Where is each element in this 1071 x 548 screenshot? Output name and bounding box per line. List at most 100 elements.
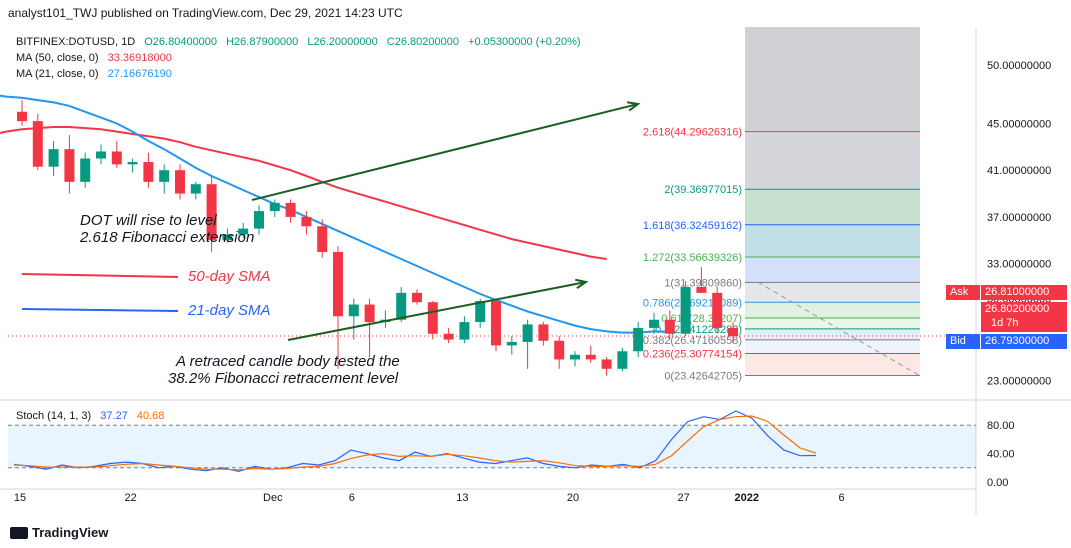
stoch-d-value: 40.68 — [136, 410, 165, 422]
fib-zone — [745, 257, 920, 283]
price-axis-label: 33.00000000 — [987, 259, 1051, 271]
annotation-arrow-retrace — [287, 281, 587, 341]
fib-level-label: 1.618(36.32459162) — [643, 220, 742, 232]
ma50-line — [0, 126, 607, 260]
ma50-legend: MA (50, close, 0) 33.36918000 — [16, 52, 178, 64]
stoch-d-line — [13, 415, 817, 471]
stoch-axis-label: 80.00 — [987, 420, 1015, 432]
fib-zone — [745, 328, 920, 340]
fib-level-label: 0(23.42642705) — [664, 370, 742, 382]
symbol-name: BITFINEX:DOTUSD, 1D — [16, 36, 136, 48]
candle-body — [712, 292, 723, 328]
annotation-sma21: 21-day SMA — [188, 302, 271, 319]
bid-label: Bid — [946, 334, 980, 349]
ma21-line — [0, 94, 670, 334]
bid-price-tag: 26.79300000 — [981, 334, 1067, 349]
annotation-arrow-up — [251, 103, 639, 201]
candle-body — [348, 304, 359, 317]
candle-body — [238, 228, 249, 235]
fib-level-label: 0.786(29.69216089) — [643, 297, 742, 309]
open-value: O26.80400000 — [144, 36, 218, 48]
ask-label: Ask — [946, 285, 980, 300]
last-price-countdown: 1d 7h — [991, 317, 1019, 329]
candle-body — [285, 202, 296, 217]
stoch-band — [8, 425, 976, 468]
candle-body — [412, 292, 422, 303]
ma50-value: 33.36918000 — [107, 52, 172, 64]
candle-body — [364, 304, 375, 323]
candle-body — [680, 287, 691, 334]
publish-header: analyst101_TWJ published on TradingView.… — [8, 6, 403, 20]
time-axis-label: Dec — [263, 492, 283, 504]
fib-level-label: 1(31.39809860) — [664, 277, 742, 289]
price-axis-label: 37.00000000 — [987, 212, 1051, 224]
symbol-legend: BITFINEX:DOTUSD, 1D O26.80400000 H26.879… — [16, 36, 587, 48]
time-axis-label: 6 — [349, 492, 355, 504]
annotation-rise-line1: DOT will rise to level — [80, 212, 217, 229]
ask-price-tag: 26.81000000 — [981, 285, 1067, 300]
candle-body — [96, 151, 106, 159]
fib-trend-line — [757, 281, 921, 377]
time-axis-label: 2022 — [735, 492, 759, 504]
candle-body — [254, 211, 264, 229]
price-axis-label: 45.00000000 — [987, 118, 1051, 130]
fib-zone — [745, 317, 920, 329]
candle-body — [491, 301, 501, 346]
candle-body — [111, 151, 122, 165]
last-price-value: 26.80200000 — [985, 303, 1050, 315]
tv-logo-text: TradingView — [32, 525, 109, 540]
stoch-legend: Stoch (14, 1, 3) 37.27 40.68 — [16, 410, 170, 422]
candle-body — [728, 327, 738, 337]
ma50-label: MA (50, close, 0) — [16, 52, 99, 64]
candle-body — [190, 184, 201, 194]
candle-body — [459, 322, 470, 340]
candle-body — [396, 292, 407, 320]
candle-body — [143, 162, 154, 182]
change-value: +0.05300000 (+0.20%) — [468, 36, 581, 48]
candle-body — [649, 319, 659, 328]
candle-body — [159, 170, 170, 182]
fib-level-label: 0.236(25.30774154) — [643, 349, 742, 361]
time-axis-label: 6 — [839, 492, 845, 504]
candle-body — [48, 149, 59, 167]
sma50-legend-line — [21, 273, 179, 278]
tradingview-logo[interactable]: TradingView — [10, 525, 108, 540]
candle-body — [222, 234, 233, 241]
candle-body — [127, 162, 138, 165]
fib-level-label: 2.618(44.29626316) — [643, 127, 742, 139]
candle-body — [301, 216, 312, 227]
fib-zone — [745, 339, 920, 354]
annotation-arrow-retrace-head — [575, 278, 589, 289]
fib-level-label: 2(39.36977015) — [664, 184, 742, 196]
price-axis-label: 50.00000000 — [987, 60, 1051, 72]
candle-body — [554, 340, 565, 360]
candle-body — [17, 111, 27, 122]
time-axis-label: 15 — [14, 492, 26, 504]
candle-body — [522, 324, 533, 342]
stoch-label: Stoch (14, 1, 3) — [16, 410, 92, 422]
stoch-axis-label: 0.00 — [987, 477, 1008, 489]
candle-body — [206, 184, 217, 241]
close-value: C26.80200000 — [386, 36, 459, 48]
time-axis-label: 27 — [677, 492, 689, 504]
annotation-arrow-up-head — [626, 101, 641, 112]
candle-body — [585, 354, 596, 360]
fib-zone — [745, 189, 920, 225]
sma21-legend-line — [21, 308, 179, 312]
fib-zone — [745, 224, 920, 258]
price-axis-label: 23.00000000 — [987, 375, 1051, 387]
fib-level-label: 1.272(33.56639326) — [643, 252, 742, 264]
annotation-retrace-line2: 38.2% Fibonacci retracement level — [168, 370, 399, 387]
candle-body — [32, 121, 43, 167]
stoch-k-line — [13, 410, 817, 473]
annotation-rise-line2: 2.618 Fibonacci extension — [80, 229, 255, 246]
time-axis-label: 22 — [124, 492, 136, 504]
low-value: L26.20000000 — [307, 36, 378, 48]
ma21-label: MA (21, close, 0) — [16, 68, 99, 80]
candle-body — [333, 251, 343, 317]
candle-body — [570, 354, 580, 360]
candle-body — [64, 149, 75, 182]
candle-body — [664, 319, 675, 334]
time-axis-label: 20 — [567, 492, 579, 504]
